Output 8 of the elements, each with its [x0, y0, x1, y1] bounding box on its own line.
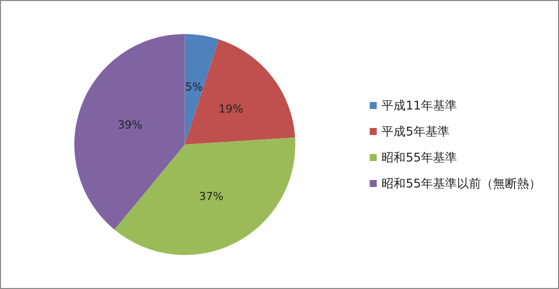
legend-label: 平成11年基準: [382, 98, 458, 112]
legend-label: 昭和55年基準以前（無断熱）: [382, 176, 542, 190]
data-label: 19%: [218, 102, 244, 116]
data-label: 5%: [185, 80, 203, 94]
data-label: 37%: [199, 190, 224, 203]
legend-label: 昭和55年基準: [382, 150, 458, 164]
data-label: 39%: [118, 118, 142, 132]
legend-label: 平成5年基準: [382, 124, 450, 138]
